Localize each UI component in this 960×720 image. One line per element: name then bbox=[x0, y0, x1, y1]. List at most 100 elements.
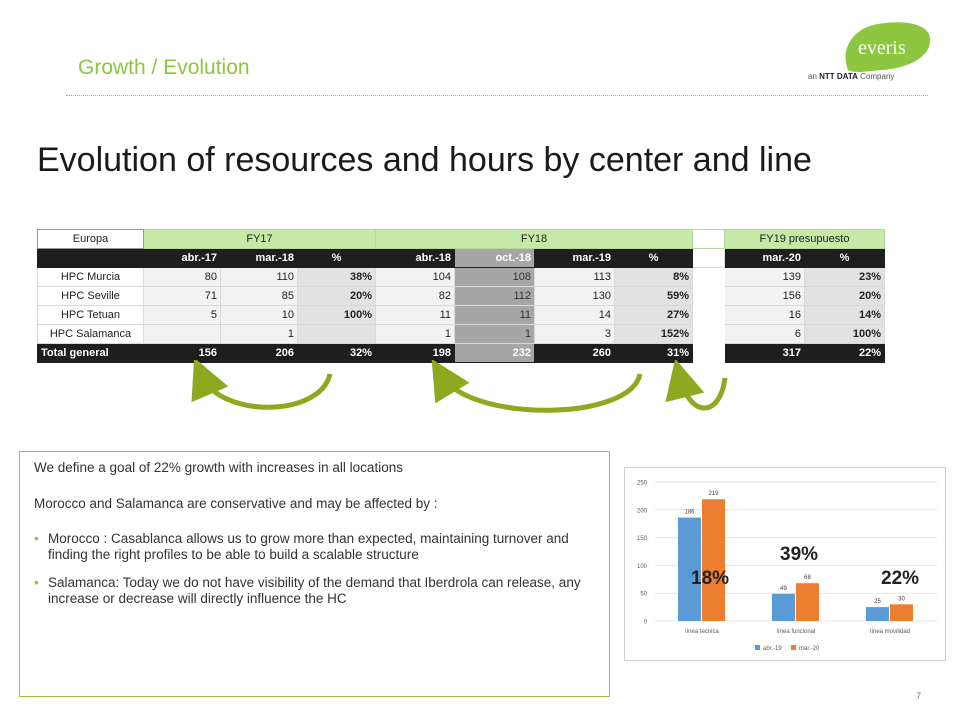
cell: 100% bbox=[297, 305, 376, 325]
logo-text: everis bbox=[858, 37, 906, 59]
table-total-row: Total general 156 206 32% 198 232 260 31… bbox=[37, 343, 885, 363]
header-divider bbox=[66, 95, 928, 96]
cell: 110 bbox=[220, 267, 298, 287]
page-title: Evolution of resources and hours by cent… bbox=[37, 141, 812, 179]
cell: 11 bbox=[454, 305, 535, 325]
curved-arrows bbox=[191, 360, 728, 413]
cell: 206 bbox=[220, 343, 298, 363]
x-tick-label: línea funcional bbox=[777, 629, 816, 635]
bullet-salamanca: Salamanca: Today we do not have visibili… bbox=[34, 575, 595, 606]
page-number: 7 bbox=[916, 691, 922, 701]
arrow-fy18-icon bbox=[431, 360, 643, 413]
cell: 38% bbox=[297, 267, 376, 287]
col-header: mar.-19 bbox=[534, 248, 615, 268]
cell: 156 bbox=[143, 343, 221, 363]
cell: 71 bbox=[143, 286, 221, 306]
col-header: % bbox=[614, 248, 693, 268]
cell: 139 bbox=[724, 267, 805, 287]
col-header: mar.-18 bbox=[220, 248, 298, 268]
cell: 1 bbox=[454, 324, 535, 344]
cell: 113 bbox=[534, 267, 615, 287]
bar bbox=[866, 607, 889, 621]
table-row: HPC Salamanca 1 1 1 3 152% 6 100% bbox=[37, 324, 885, 344]
cell: 20% bbox=[297, 286, 376, 306]
cell: 5 bbox=[143, 305, 221, 325]
row-label: HPC Murcia bbox=[37, 267, 144, 287]
col-header: % bbox=[297, 248, 376, 268]
table-header-fy: Europa FY17 FY18 FY19 presupuesto bbox=[37, 229, 885, 249]
table-row: HPC Seville 71 85 20% 82 112 130 59% 156… bbox=[37, 286, 885, 306]
col-header: abr.-17 bbox=[143, 248, 221, 268]
data-label: 186 bbox=[684, 510, 695, 516]
growth-label-funcional: 39% bbox=[780, 544, 819, 565]
data-label: 219 bbox=[708, 491, 719, 497]
cell: 14% bbox=[804, 305, 885, 325]
fy17-header: FY17 bbox=[143, 229, 376, 249]
cell: 16 bbox=[724, 305, 805, 325]
cell: 85 bbox=[220, 286, 298, 306]
logo-tagline: an NTT DATA Company bbox=[808, 72, 895, 81]
data-label: 25 bbox=[874, 599, 881, 605]
cell: 1 bbox=[375, 324, 455, 344]
goal-text: We define a goal of 22% growth with incr… bbox=[34, 460, 403, 475]
bar bbox=[678, 517, 701, 621]
cell: 198 bbox=[375, 343, 455, 363]
cell: 31% bbox=[614, 343, 693, 363]
bullet-morocco: Morocco : Casablanca allows us to grow m… bbox=[34, 531, 595, 562]
table-row: HPC Murcia 80 110 38% 104 108 113 8% 139… bbox=[37, 267, 885, 287]
row-label: HPC Salamanca bbox=[37, 324, 144, 344]
table-header-months: abr.-17 mar.-18 % abr.-18 oct.-18 mar.-1… bbox=[37, 248, 885, 268]
arrow-fy19-icon bbox=[665, 360, 728, 411]
growth-label-movilidad: 22% bbox=[881, 568, 920, 589]
arrow-fy17-icon bbox=[191, 360, 333, 410]
x-tick-label: línea movilidad bbox=[870, 629, 910, 635]
cell: 156 bbox=[724, 286, 805, 306]
fy19-header: FY19 presupuesto bbox=[724, 229, 885, 249]
cell: 1 bbox=[220, 324, 298, 344]
col-header: mar.-20 bbox=[724, 248, 805, 268]
data-label: 68 bbox=[804, 575, 811, 581]
cell: 10 bbox=[220, 305, 298, 325]
cell: 317 bbox=[724, 343, 805, 363]
cell: 260 bbox=[534, 343, 615, 363]
commentary-box: We define a goal of 22% growth with incr… bbox=[19, 451, 610, 697]
bar bbox=[772, 593, 795, 621]
row-label: HPC Tetuan bbox=[37, 305, 144, 325]
cell bbox=[143, 324, 221, 344]
bar bbox=[796, 583, 819, 621]
cell: 104 bbox=[375, 267, 455, 287]
cell: 232 bbox=[454, 343, 535, 363]
cell: 59% bbox=[614, 286, 693, 306]
intro-text: Morocco and Salamanca are conservative a… bbox=[34, 495, 438, 511]
cell: 3 bbox=[534, 324, 615, 344]
legend-swatch bbox=[791, 645, 796, 650]
cell: 22% bbox=[804, 343, 885, 363]
cell: 130 bbox=[534, 286, 615, 306]
table-row: HPC Tetuan 5 10 100% 11 11 14 27% 16 14% bbox=[37, 305, 885, 325]
cell: 108 bbox=[454, 267, 535, 287]
col-header: % bbox=[804, 248, 885, 268]
y-tick-label: 150 bbox=[637, 536, 648, 542]
section-title: Growth / Evolution bbox=[78, 56, 250, 79]
col-header: oct.-18 bbox=[454, 248, 535, 268]
legend-entry: mar.-20 bbox=[799, 646, 820, 652]
cell: 23% bbox=[804, 267, 885, 287]
everis-logo: everis bbox=[845, 22, 931, 73]
cell: 152% bbox=[614, 324, 693, 344]
cell: 112 bbox=[454, 286, 535, 306]
data-label: 30 bbox=[898, 596, 905, 602]
data-label: 49 bbox=[780, 586, 787, 592]
total-label: Total general bbox=[37, 343, 144, 363]
row-label: HPC Seville bbox=[37, 286, 144, 306]
bar bbox=[890, 604, 913, 621]
growth-bar-chart: 0 50 100 150 200 250 186 219 línea tecnica 49 68 lí… bbox=[624, 467, 946, 661]
cell: 6 bbox=[724, 324, 805, 344]
cell: 100% bbox=[804, 324, 885, 344]
col-header: abr.-18 bbox=[375, 248, 455, 268]
legend-swatch bbox=[755, 645, 760, 650]
fy18-header: FY18 bbox=[375, 229, 693, 249]
region-label: Europa bbox=[37, 229, 144, 249]
bar bbox=[702, 499, 725, 621]
cell: 27% bbox=[614, 305, 693, 325]
growth-label-tecnica: 18% bbox=[691, 568, 730, 589]
